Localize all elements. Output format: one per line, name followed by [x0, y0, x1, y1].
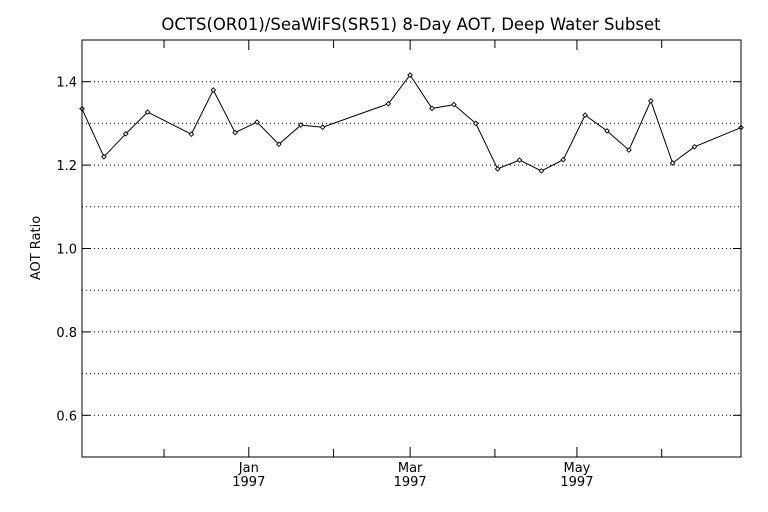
data-point-marker — [101, 153, 107, 160]
data-point-marker — [582, 112, 588, 118]
data-point-marker — [626, 147, 632, 153]
data-point-marker — [647, 98, 654, 104]
y-tick-label: 1.0 — [56, 243, 77, 258]
x-tick-label-year: 1997 — [560, 475, 593, 490]
x-tick-label-month: May — [563, 461, 590, 476]
y-tick-label: 0.8 — [56, 326, 77, 341]
data-point-marker — [319, 124, 326, 131]
y-tick-label: 0.6 — [56, 409, 77, 424]
data-point-marker — [144, 109, 151, 115]
series-line — [79, 72, 744, 174]
data-point-marker — [429, 105, 435, 112]
data-point-marker — [451, 101, 457, 108]
data-point-marker — [276, 141, 282, 148]
data-point-marker — [538, 168, 545, 174]
x-tick-label-year: 1997 — [394, 475, 427, 490]
data-point-marker — [188, 131, 195, 138]
x-tick-label-month: Jan — [238, 461, 259, 476]
data-point-marker — [254, 119, 260, 125]
data-point-marker — [691, 143, 698, 150]
data-point-marker — [516, 157, 523, 163]
y-tick-label: 1.4 — [56, 76, 77, 91]
plot-frame — [81, 39, 742, 458]
data-point-marker — [494, 166, 501, 172]
y-tick-label: 1.2 — [56, 159, 77, 174]
y-axis-label: AOT Ratio — [29, 216, 44, 280]
gridlines — [82, 81, 741, 416]
data-point-marker — [472, 120, 479, 127]
data-point-marker — [560, 156, 567, 163]
data-point-marker — [210, 87, 217, 93]
data-point-marker — [604, 128, 610, 134]
data-point-marker — [232, 129, 238, 136]
x-tick-label-year: 1997 — [232, 475, 265, 490]
data-point-marker — [122, 130, 129, 137]
data-point-marker — [669, 160, 676, 166]
data-point-marker — [385, 100, 392, 107]
chart-title: OCTS(OR01)/SeaWiFS(SR51) 8-Day AOT, Deep… — [161, 15, 661, 34]
data-point-marker — [407, 72, 413, 78]
data-point-marker — [297, 122, 304, 128]
x-tick-label-month: Mar — [398, 461, 423, 476]
